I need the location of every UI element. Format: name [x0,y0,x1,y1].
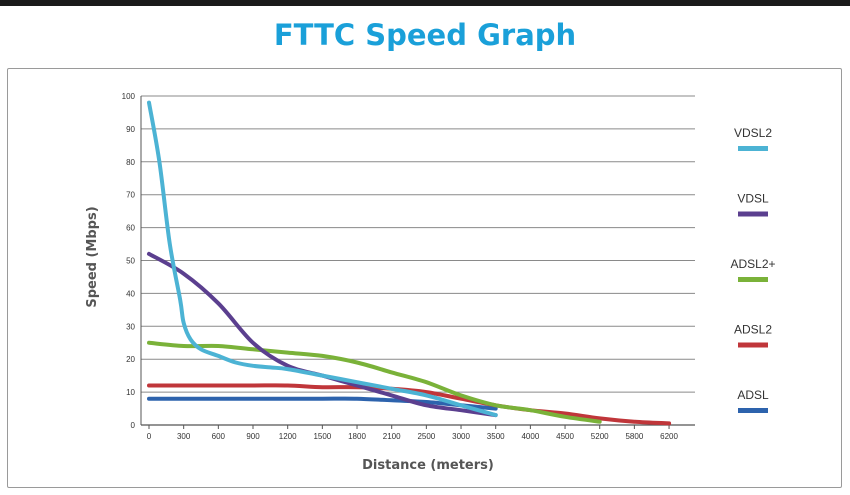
y-tick-label: 50 [126,257,135,266]
y-tick-label: 0 [131,421,136,430]
axis-layer: 0 10 20 30 40 50 60 70 80 90 100 0 300 600 900 1200 1500… [122,92,679,441]
y-tick-label: 30 [126,322,135,331]
series-line-adsl [147,396,498,411]
y-tick-label: 90 [126,125,135,134]
legend-label-adsl2-plus: ADSL2+ [730,257,775,271]
x-tick-label: 1500 [313,432,331,441]
grid-layer [141,95,695,426]
y-tick-label: 100 [122,92,136,101]
series-line-vdsl2 [147,100,498,418]
legend-swatch-vdsl [738,211,768,217]
legend-label-adsl: ADSL [737,388,769,402]
page-title: FTTC Speed Graph [273,18,577,52]
x-tick-label: 3500 [487,432,505,441]
y-tick-label: 60 [126,224,135,233]
line-chart: 0 10 20 30 40 50 60 70 80 90 100 0 300 600 900 1200 1500… [85,92,776,473]
x-tick-label: 2500 [417,432,435,441]
x-tick-label: 1800 [348,432,366,441]
x-tick-label: 4000 [521,432,539,441]
legend-swatch-adsl2 [738,342,768,348]
x-tick-label: 900 [246,432,260,441]
y-tick-label: 20 [126,355,135,364]
legend-label-vdsl: VDSL [737,192,769,206]
x-tick-label: 3000 [452,432,470,441]
series-layer [147,100,672,426]
x-tick-label: 2100 [383,432,401,441]
chart-frame: 0 10 20 30 40 50 60 70 80 90 100 0 300 600 900 1200 1500… [7,68,842,488]
x-axis-title: Distance (meters) [362,458,494,473]
y-tick-label: 80 [126,158,135,167]
legend-label-adsl2: ADSL2 [734,323,772,337]
legend-swatch-adsl2-plus [738,277,768,282]
x-tick-label: 1200 [279,432,297,441]
x-tick-label: 300 [177,432,191,441]
x-tick-label: 600 [212,432,226,441]
x-tick-label: 5800 [625,432,643,441]
legend-swatch-vdsl2 [738,146,768,151]
legend: VDSL2 VDSL ADSL2+ ADSL2 ADSL [730,126,776,413]
y-tick-label: 40 [126,289,135,298]
series-line-adsl2-plus [147,340,602,424]
x-tick-label: 6200 [660,432,678,441]
legend-label-vdsl2: VDSL2 [734,126,772,140]
x-tick-label: 4500 [556,432,574,441]
x-tick-label: 5200 [591,432,609,441]
y-axis-title: Speed (Mbps) [85,206,100,307]
y-tick-label: 70 [126,191,135,200]
x-tick-label: 0 [147,432,152,441]
legend-swatch-adsl [738,408,768,413]
y-tick-label: 10 [126,388,135,397]
top-strip [0,0,850,6]
